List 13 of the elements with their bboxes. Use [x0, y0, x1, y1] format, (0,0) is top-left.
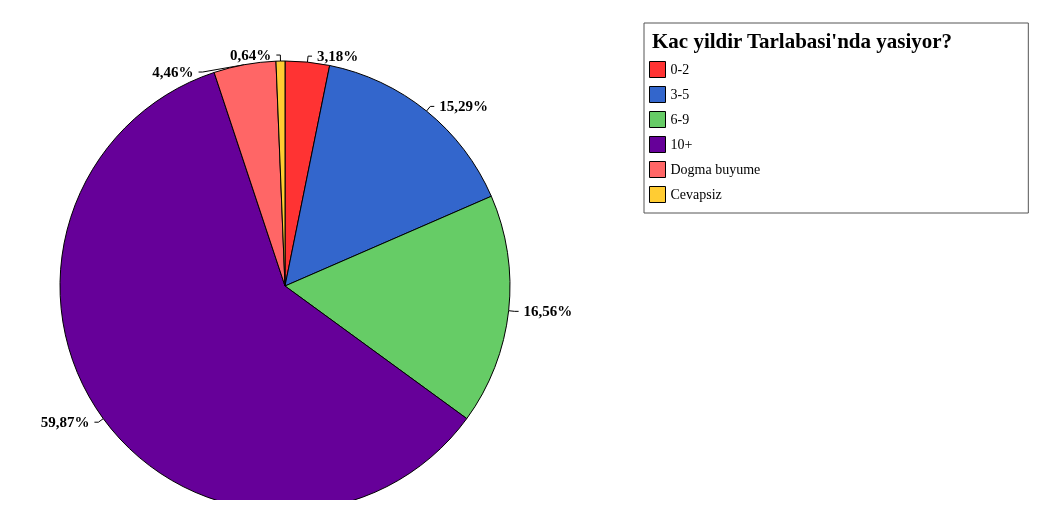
legend-label: 10+ [670, 137, 693, 152]
data-label: 59,87% [40, 414, 90, 431]
data-label: 3,18% [317, 48, 359, 65]
legend-label: Dogma buyume [670, 162, 761, 177]
legend-title: Kac yildir Tarlabasi'nda yasiyor? [652, 28, 953, 53]
data-label: 4,46% [152, 64, 194, 81]
data-label: 0,64% [230, 47, 272, 64]
legend-label: 3-5 [670, 87, 690, 102]
legend-label: Cevapsiz [670, 187, 722, 202]
data-label: 15,29% [439, 98, 489, 115]
legend-label: 6-9 [670, 112, 690, 127]
data-label: 16,56% [523, 303, 573, 320]
legend-label: 0-2 [670, 62, 690, 77]
